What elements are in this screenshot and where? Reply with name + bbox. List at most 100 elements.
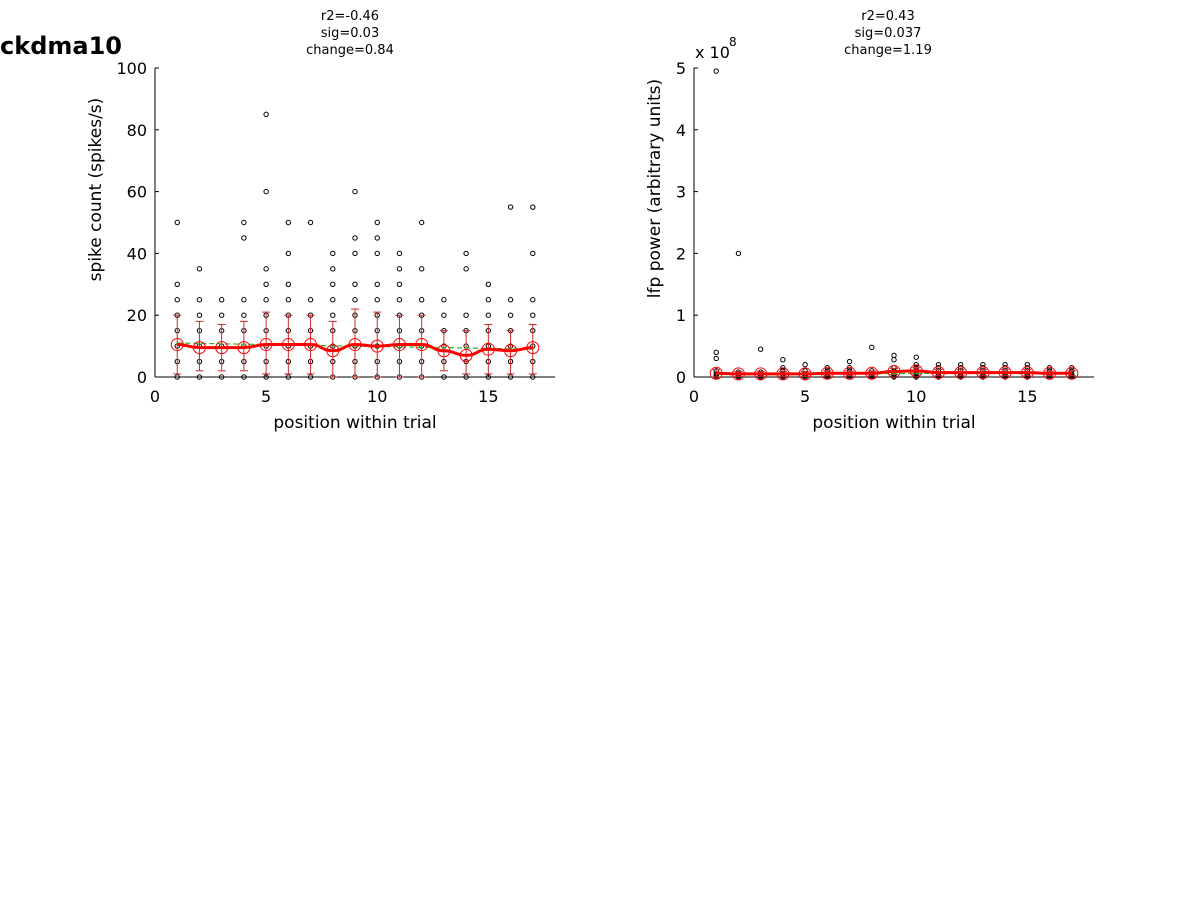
mean-marker [798, 367, 812, 381]
raw-data-point [285, 250, 292, 257]
chart-title-line: change=0.84 [306, 43, 394, 58]
raw-data-point [396, 281, 403, 287]
mean-marker [887, 364, 901, 378]
y-exponent-label: x 10 [695, 43, 730, 62]
raw-data-point [330, 312, 336, 318]
mean-marker [731, 367, 745, 381]
x-axis-label: position within trial [273, 413, 436, 433]
raw-data-point [802, 361, 808, 368]
raw-data-point [441, 297, 447, 303]
chart-panel-2: r2=0.43 sig=0.037 change=1.19 0 1 2 3 4 5 0 5 10 15 p… [645, 9, 1094, 433]
mean-marker [170, 338, 184, 352]
raw-data-point [374, 281, 380, 287]
raw-data-point [463, 312, 469, 318]
raw-data-point [713, 355, 719, 362]
mean-marker [392, 338, 406, 352]
raw-data-point [263, 111, 269, 118]
mean-marker [820, 366, 834, 380]
raw-data-point [891, 356, 897, 363]
raw-data-point [196, 266, 203, 272]
raw-data-point [196, 312, 203, 318]
raw-data-point [463, 250, 469, 257]
raw-data-point [530, 312, 536, 318]
raw-data-point [352, 188, 358, 195]
figure-title: ckdma10 [0, 32, 122, 60]
raw-data-point [530, 204, 536, 210]
mean-marker [437, 344, 451, 358]
raw-data-point [241, 374, 247, 380]
mean-marker [481, 342, 495, 356]
raw-data-point [174, 281, 180, 287]
mean-marker [192, 341, 206, 355]
raw-data-point [352, 281, 358, 287]
y-tick-label: 80 [127, 121, 147, 140]
y-tick-label: 60 [127, 183, 147, 202]
raw-data-point [330, 266, 336, 272]
raw-data-point [374, 235, 380, 241]
raw-data-point [241, 312, 247, 318]
mean-marker [326, 344, 340, 358]
raw-data-point [713, 68, 719, 74]
y-exponent-power: 8 [729, 35, 737, 49]
mean-marker [370, 339, 384, 353]
mean-marker [998, 366, 1012, 380]
mean-marker [843, 366, 857, 380]
raw-data-point [418, 297, 425, 303]
mean-marker [504, 344, 518, 358]
mean-marker [526, 341, 540, 355]
raw-data-point [196, 374, 203, 380]
mean-marker [281, 338, 295, 352]
regression-fit-line [177, 342, 533, 350]
mean-marker [709, 366, 723, 380]
raw-data-point [307, 297, 314, 303]
raw-data-point [441, 374, 447, 380]
raw-data-point [218, 297, 225, 303]
raw-data-point [263, 188, 269, 195]
raw-data-point [352, 250, 358, 257]
raw-data-point [485, 297, 492, 303]
mean-marker [1065, 366, 1079, 380]
raw-data-point [463, 374, 469, 380]
raw-data-point [263, 297, 269, 303]
mean-marker [954, 366, 968, 380]
raw-data-point [441, 312, 447, 318]
raw-data-point [507, 312, 514, 318]
x-axis-label: position within trial [812, 413, 975, 433]
mean-marker [259, 338, 273, 352]
mean-marker [1020, 366, 1034, 380]
raw-data-point [285, 297, 292, 303]
raw-data-point [263, 374, 269, 380]
raw-data-point [285, 219, 292, 226]
mean-marker [909, 364, 923, 378]
x-tick-label: 0 [689, 387, 699, 406]
chart-title-line: sig=0.03 [321, 26, 379, 41]
y-tick-label: 3 [676, 183, 686, 202]
y-tick-label: 100 [116, 59, 147, 78]
y-tick-label: 4 [676, 121, 686, 140]
chart-panel-1: r2=-0.46 sig=0.03 change=0.84 0 20 40 60 80 100 0… [86, 9, 555, 433]
raw-data-point [285, 374, 292, 380]
mean-trend-line [716, 369, 1072, 376]
raw-data-point [307, 219, 314, 226]
raw-data-point [374, 250, 380, 257]
raw-data-point [330, 281, 336, 287]
raw-data-point [713, 349, 719, 355]
x-tick-label: 10 [367, 387, 387, 406]
chart-title-line: r2=-0.46 [321, 9, 379, 24]
mean-marker [776, 367, 790, 381]
chart-title-line: r2=0.43 [861, 9, 914, 24]
raw-data-point [374, 297, 380, 303]
raw-data-point [330, 297, 336, 303]
x-tick-label: 10 [906, 387, 926, 406]
raw-data-point [174, 219, 180, 226]
raw-data-point [396, 266, 403, 272]
raw-data-point [530, 250, 536, 257]
x-tick-label: 0 [150, 387, 160, 406]
raw-data-point [891, 352, 897, 359]
raw-data-point [374, 219, 380, 226]
y-tick-label: 2 [676, 244, 686, 263]
mean-marker [415, 338, 429, 352]
y-tick-label: 0 [137, 368, 147, 387]
y-axis-label: spike count (spikes/s) [86, 98, 106, 282]
